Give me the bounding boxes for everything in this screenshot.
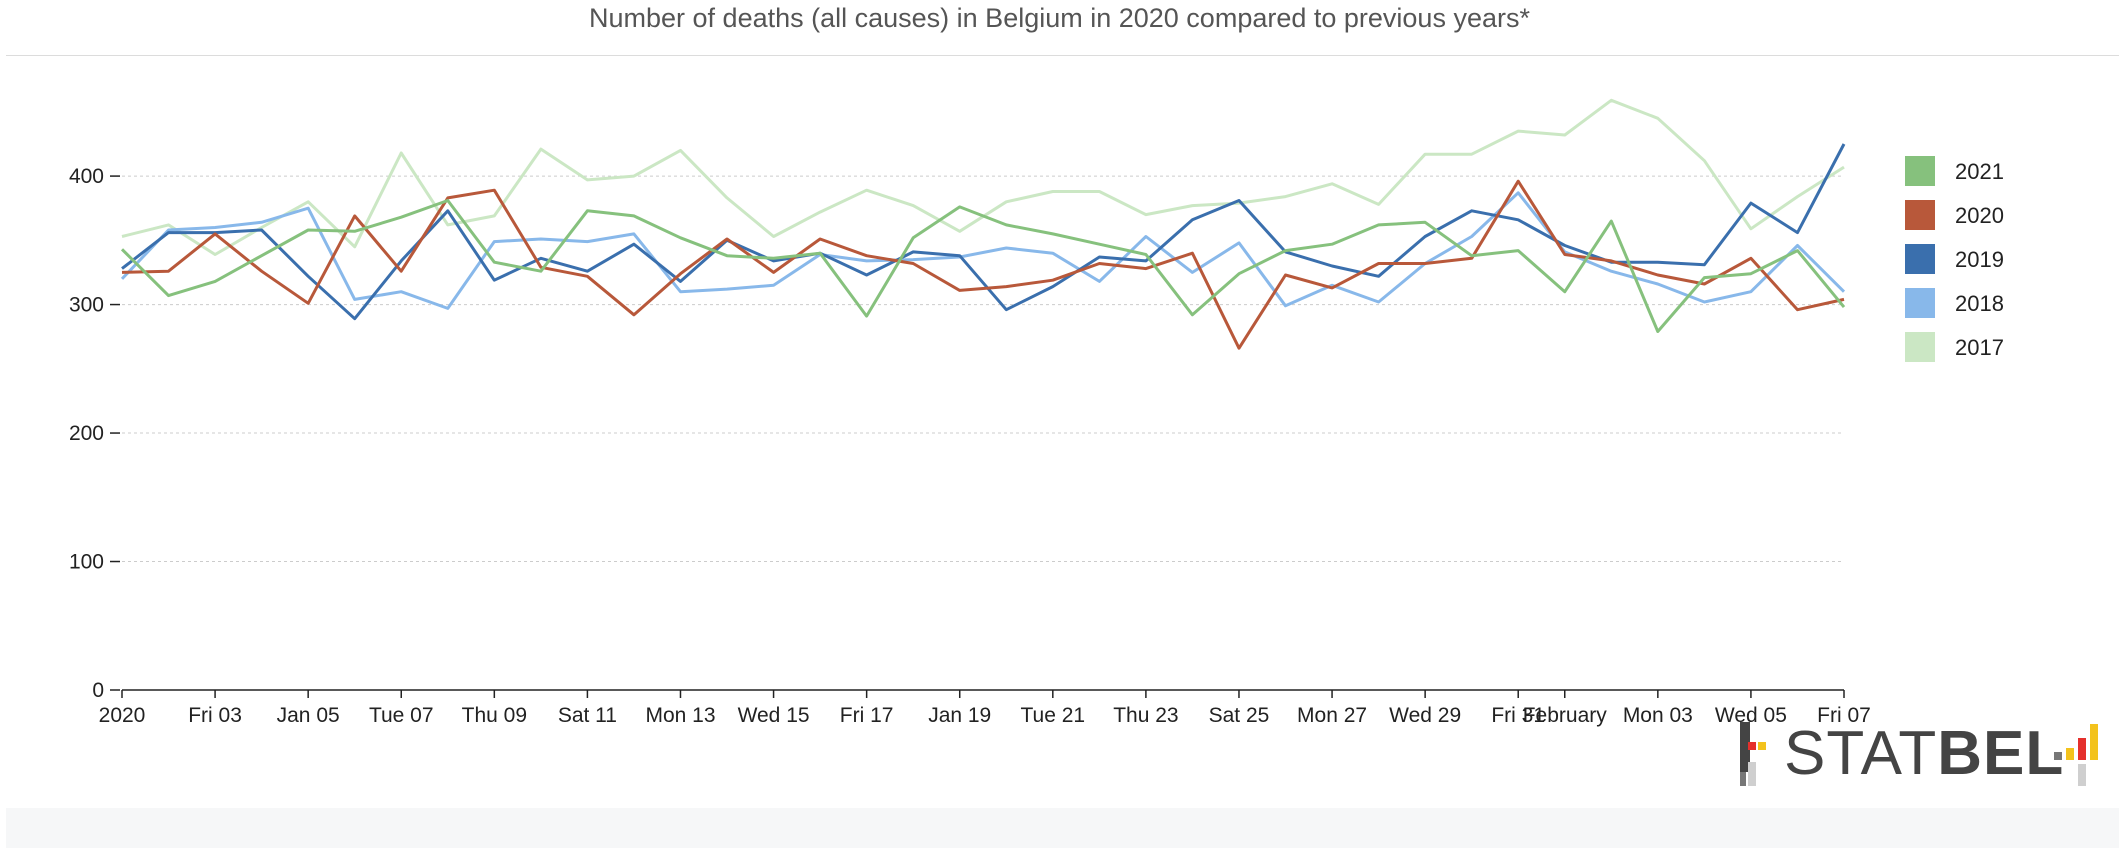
x-tick-label-16: February [1523,704,1608,727]
legend-swatch-2021 [1905,156,1935,186]
line-chart: 0 100 200 300 400 2020 Fri 03 Jan 05 Tue 07 Thu 0… [69,98,2004,727]
x-tick-label-5: Sat 11 [558,704,617,727]
legend-label-2019: 2019 [1955,247,2004,272]
x-tick-label-8: Fri 17 [840,704,894,727]
x-tick-label-11: Thu 23 [1113,704,1178,727]
x-tick-label-12: Sat 25 [1209,704,1270,727]
legend-swatch-2018 [1905,288,1935,318]
logo-bar-left-4 [1740,772,1746,786]
logo-text-bold: BEL [1937,719,2065,788]
x-tick-label-9: Jan 19 [928,704,991,727]
statbel-logo: STATBEL [1738,718,2108,790]
x-tick-label-2: Jan 05 [277,704,340,727]
grid-lines [122,175,1844,563]
logo-text: STATBEL [1784,722,2064,786]
x-tick-label-10: Tue 21 [1021,704,1086,727]
footer-band [6,808,2119,848]
legend-swatch-2019 [1905,244,1935,274]
logo-bar-right-4 [2078,764,2086,786]
legend-label-2020: 2020 [1955,203,2004,228]
x-tick-label-18: Wed 05 [1715,704,1787,727]
y-tick-label-200: 200 [69,422,104,445]
logo-bar-right-3 [2090,724,2098,760]
series-lines [120,98,1846,350]
series-line-2021 [120,199,1846,333]
logo-left-bars-icon [1740,722,1766,786]
series-line-2018 [120,191,1846,310]
logo-bar-right-2 [2078,738,2086,760]
logo-bar-right-0 [2054,752,2062,760]
x-tick-label-14: Wed 29 [1389,704,1461,727]
axes: 0 100 200 300 400 2020 Fri 03 Jan 05 Tue 07 Thu 0… [69,165,1871,727]
x-tick-label-15: Fri 31 [1491,704,1545,727]
legend-label-2018: 2018 [1955,291,2004,316]
x-tick-label-7: Wed 15 [738,704,810,727]
series-line-2020 [121,179,1845,350]
logo-bar-left-0 [1740,722,1750,772]
y-tick-label-400: 400 [69,165,104,188]
legend-label-2017: 2017 [1955,335,2004,360]
x-tick-label-13: Mon 27 [1297,704,1367,727]
x-tick-label-0: 2020 [99,704,146,727]
y-tick-label-0: 0 [92,679,104,702]
logo-right-bars-icon [2054,724,2098,786]
logo-bar-left-3 [1748,762,1756,786]
legend: 2021 2020 2019 2018 2017 [1905,156,2004,362]
logo-bar-left-1 [1748,742,1756,750]
logo-bar-left-2 [1758,742,1766,750]
x-tick-label-4: Thu 09 [462,704,527,727]
legend-label-2021: 2021 [1955,159,2004,184]
x-tick-label-3: Tue 07 [369,704,434,727]
series-line-2017 [121,98,1845,256]
x-tick-label-19: Fri 07 [1817,704,1871,727]
x-tick-label-6: Mon 13 [645,704,715,727]
logo-bar-right-1 [2066,748,2074,760]
y-tick-label-300: 300 [69,294,104,317]
series-line-2019 [121,143,1846,321]
legend-swatch-2017 [1905,332,1935,362]
x-tick-label-17: Mon 03 [1623,704,1693,727]
logo-text-light: STAT [1784,719,1938,788]
title-divider [6,55,2119,56]
y-tick-label-100: 100 [69,551,104,574]
x-tick-label-1: Fri 03 [188,704,242,727]
chart-title: Number of deaths (all causes) in Belgium… [589,3,1530,33]
legend-swatch-2020 [1905,200,1935,230]
